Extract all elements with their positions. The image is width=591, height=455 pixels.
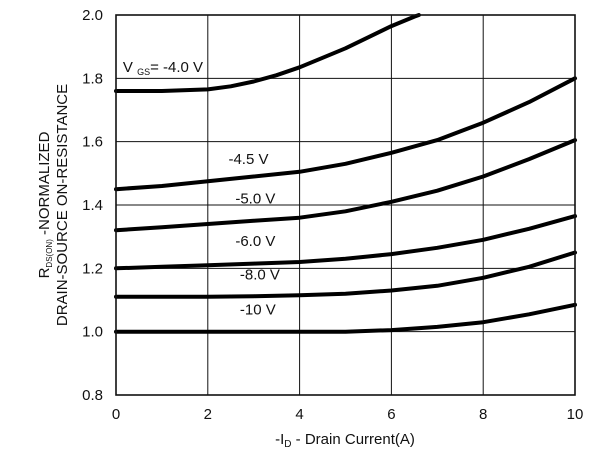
y-axis-title-line2: DRAIN-SOURCE ON-RESISTANCE [54,84,71,326]
series-line-5 [114,302,577,334]
series-curves [114,13,577,334]
curve-labels: V GS= -4.0 V -4.5 V -5.0 V -6.0 V -8.0 V -10 … [123,59,280,318]
series-line-4 [114,250,577,299]
y-axis-title: RDS(ON) -NORMALIZED DRAIN-SOURCE ON-RESI… [36,84,71,326]
y-tick-label: 1.4 [82,197,103,214]
series-label-5: -10 V [240,301,276,318]
y-tick-label: 2.0 [82,7,103,24]
y-tick-label: 1.6 [82,134,103,151]
series-label-3: -6.0 V [235,233,275,250]
series-line-3 [114,214,577,271]
series-line-0 [114,13,421,93]
tick-labels: 0 2 4 6 8 10 0.8 1.0 1.2 1.4 1.6 1.8 2.0 [82,7,583,423]
y-tick-label: 1.8 [82,70,103,87]
x-tick-label: 6 [387,406,395,423]
plot-area [115,14,576,396]
x-tick-label: 8 [479,406,487,423]
series-label-4: -8.0 V [240,266,280,283]
series-label-0: V GS= -4.0 V [123,59,203,77]
x-axis-title: -ID - Drain Current(A) [275,431,415,450]
x-tick-label: 0 [112,406,120,423]
series-line-2 [114,138,577,233]
x-tick-label: 10 [567,406,584,423]
series-line-1 [114,76,577,192]
series-label-1: -4.5 V [228,151,268,168]
y-axis-title-line1: RDS(ON) -NORMALIZED [36,131,54,278]
x-tick-label: 2 [204,406,212,423]
y-tick-label: 0.8 [82,387,103,404]
x-tick-label: 4 [295,406,303,423]
series-label-2: -5.0 V [235,190,275,207]
y-tick-label: 1.2 [82,260,103,277]
y-tick-label: 1.0 [82,324,103,341]
